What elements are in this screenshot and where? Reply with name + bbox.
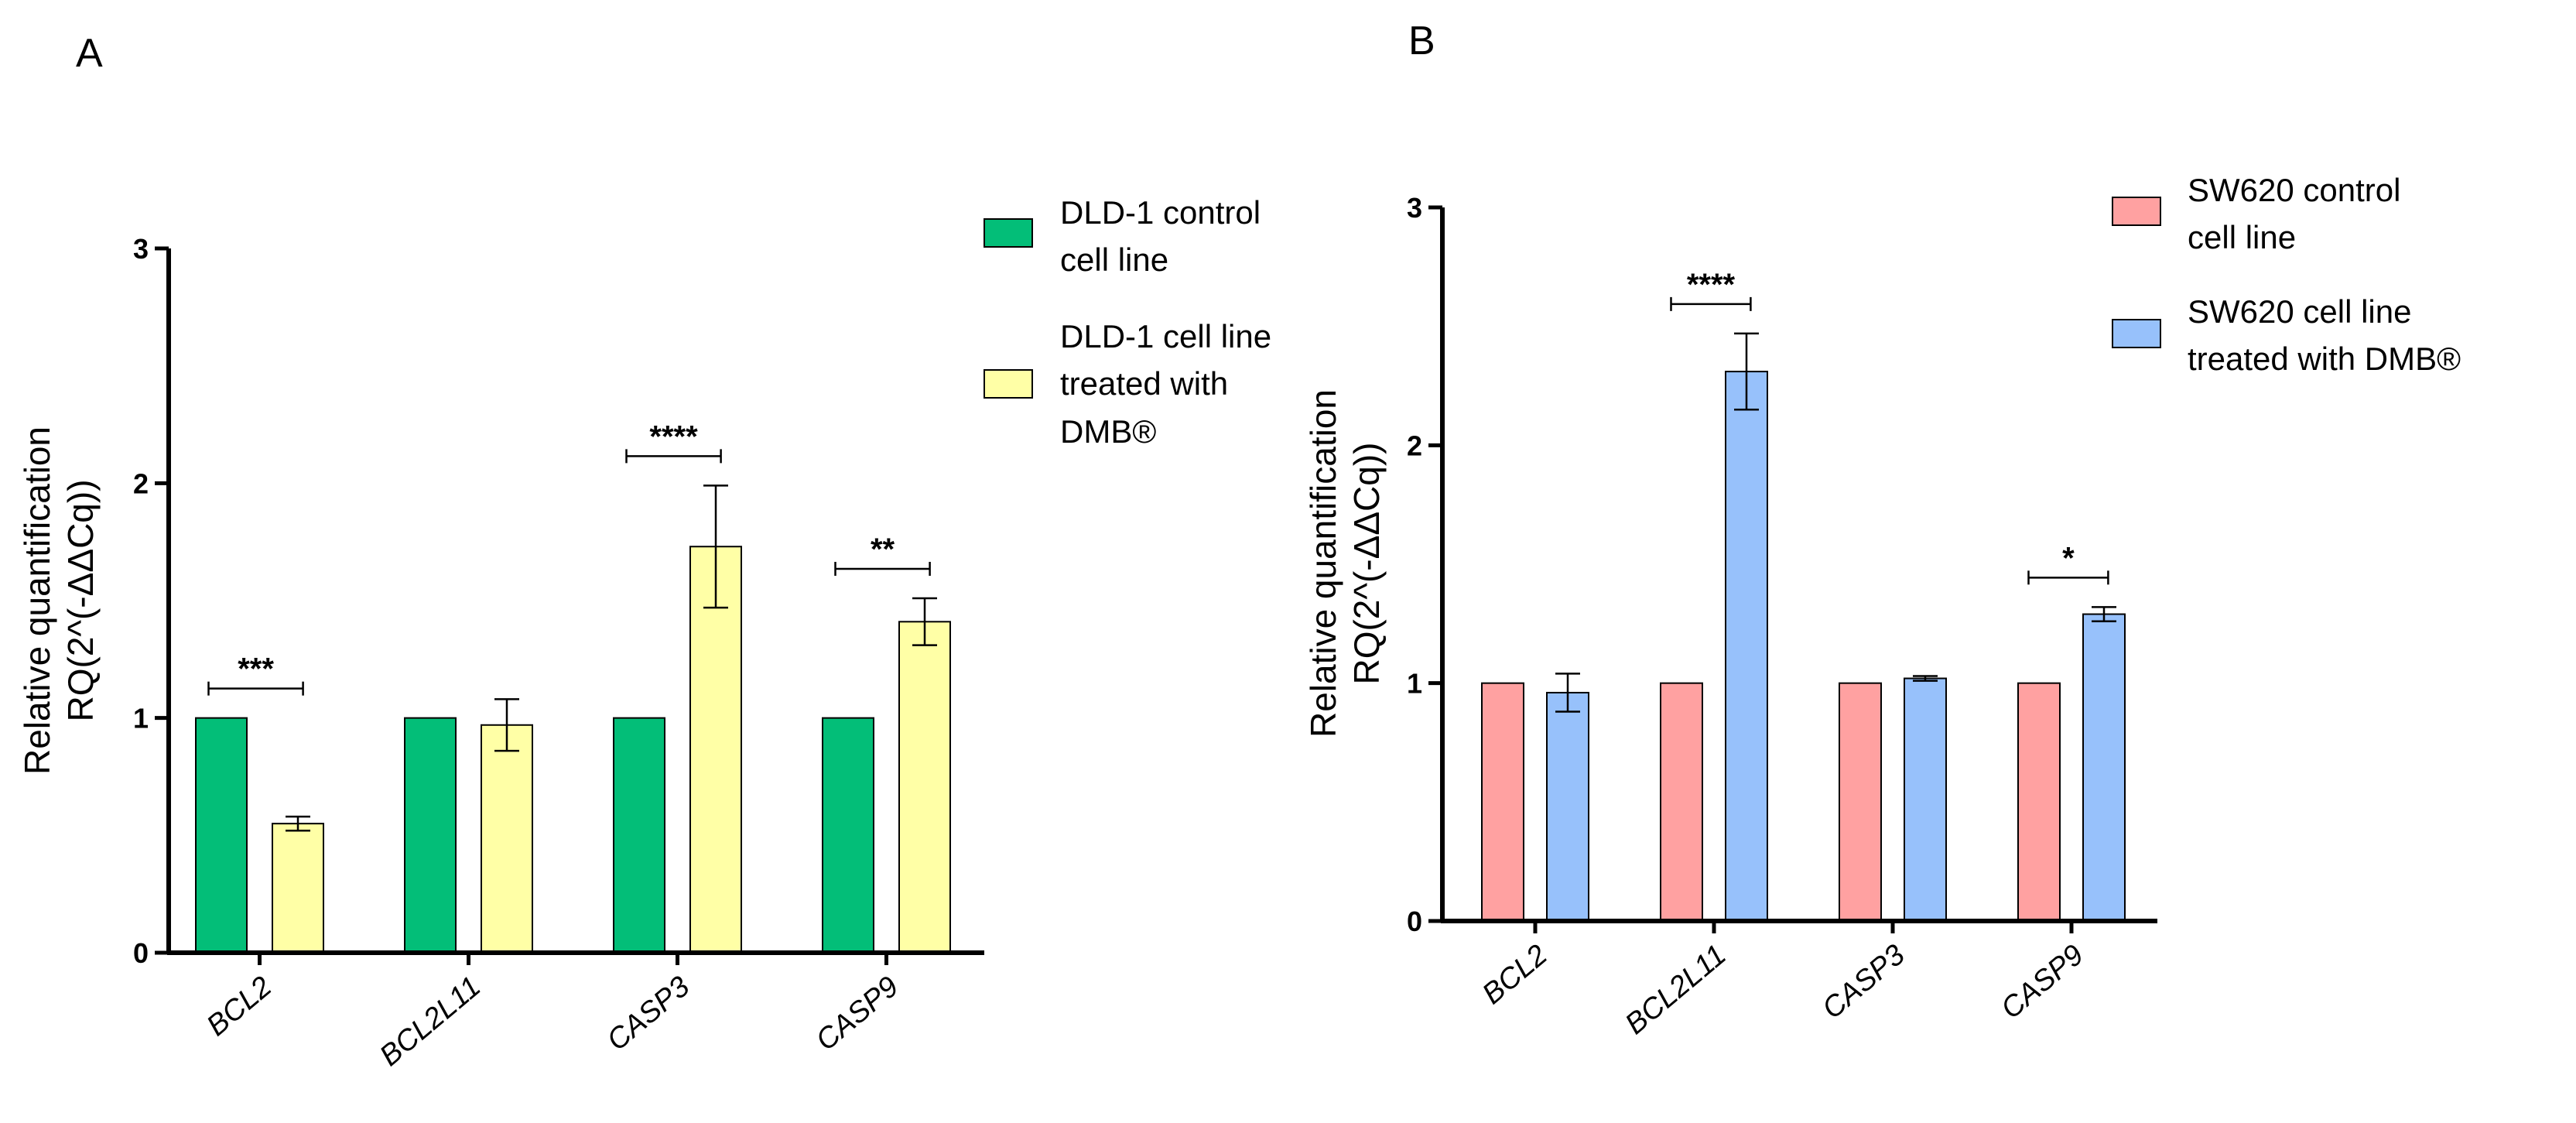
significance-label-casp9: ** [871, 532, 895, 567]
legend-swatch-control [2112, 197, 2161, 226]
x-tick-label-casp9: CASP9 [1995, 939, 2089, 1025]
y-tick-label-0: 0 [1407, 906, 1422, 937]
bar-treated-casp9 [898, 621, 951, 954]
y-tick-label-2: 2 [133, 467, 149, 499]
bar-treated-bcl2 [272, 823, 324, 954]
y-axis-title: Relative quantification [17, 426, 57, 775]
panel-letter: A [76, 31, 103, 76]
legend-swatch-treated [984, 369, 1033, 399]
legend-swatch-control [984, 218, 1033, 248]
y-tick-label-1: 1 [133, 703, 149, 734]
y-axis-title-line2: RQ(2^(-ΔΔCq)) [60, 479, 101, 721]
legend-label-control: DLD-1 control [1060, 194, 1261, 231]
y-axis-title-line2: RQ(2^(-ΔΔCq)) [1346, 442, 1387, 684]
bar-control-bcl2l11 [1660, 682, 1703, 923]
legend-label-treated: DMB® [1060, 413, 1156, 450]
x-tick-label-casp3: CASP3 [1816, 939, 1911, 1025]
y-tick-label-1: 1 [1407, 668, 1422, 700]
bar-control-bcl2 [1481, 682, 1524, 923]
bar-treated-casp9 [2082, 613, 2126, 922]
legend-label-control: SW620 control [2188, 172, 2400, 208]
panel-a: A Relative quantification RQ(2^(-ΔΔCq)) BCL… [17, 31, 1271, 1073]
x-tick-label-bcl2: BCL2 [200, 971, 278, 1043]
bar-treated-casp3 [689, 546, 742, 954]
significance-label-bcl2l11: **** [1687, 268, 1736, 302]
legend-label-control: cell line [2188, 219, 2296, 255]
y-tick-label-3: 3 [133, 233, 149, 265]
bar-treated-bcl2 [1546, 691, 1589, 923]
bar-treated-bcl2l11 [1725, 371, 1768, 922]
y-axis-title: Relative quantification [1303, 389, 1343, 738]
legend-label-treated: treated with [1060, 365, 1228, 402]
bar-control-casp9 [822, 717, 874, 954]
legend-label-treated: SW620 cell line [2188, 293, 2411, 330]
x-tick-label-bcl2l11: BCL2L11 [374, 971, 487, 1073]
significance-label-casp9: * [2062, 541, 2075, 575]
x-tick-label-bcl2: BCL2 [1476, 939, 1554, 1011]
bar-control-casp3 [1839, 682, 1882, 923]
y-tick-label-0: 0 [133, 937, 149, 969]
legend-swatch-treated [2112, 319, 2161, 348]
significance-label-casp3: **** [649, 419, 698, 454]
significance-label-bcl2: *** [238, 652, 274, 686]
bar-treated-casp3 [1904, 677, 1947, 923]
legend-label-treated: treated with DMB® [2188, 341, 2461, 377]
y-tick-label-3: 3 [1407, 192, 1422, 224]
bar-control-casp9 [2017, 682, 2061, 923]
panel-b: B Relative quantification RQ(2^(-ΔΔCq)) BCL… [1303, 19, 2461, 1041]
bar-treated-bcl2l11 [481, 724, 533, 954]
bar-control-casp3 [613, 717, 665, 954]
bar-control-bcl2 [195, 717, 248, 954]
legend-label-treated: DLD-1 cell line [1060, 318, 1271, 354]
x-tick-label-casp3: CASP3 [601, 971, 696, 1057]
x-tick-label-casp9: CASP9 [810, 971, 905, 1057]
panel-letter: B [1408, 19, 1435, 63]
x-tick-label-bcl2l11: BCL2L11 [1620, 939, 1733, 1041]
legend-label-control: cell line [1060, 241, 1168, 278]
bar-control-bcl2l11 [404, 717, 457, 954]
y-tick-label-2: 2 [1407, 430, 1422, 461]
